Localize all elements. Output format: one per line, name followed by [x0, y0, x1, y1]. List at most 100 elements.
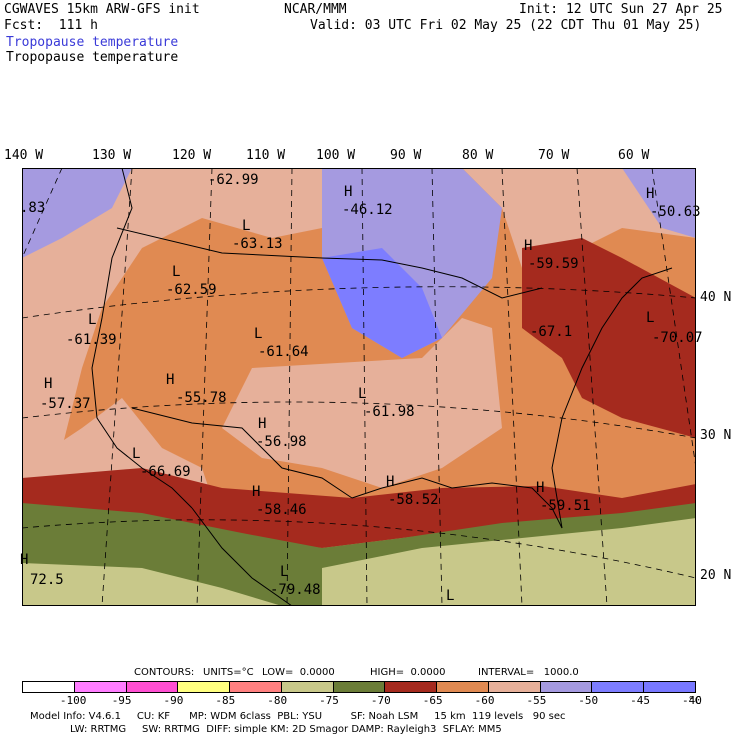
contours-low: LOW= 0.0000 — [262, 667, 335, 678]
map-value: -57.37 — [40, 396, 91, 412]
map-high-marker: H — [258, 416, 267, 432]
field-title-2: Tropopause temperature — [6, 50, 179, 65]
colorbar-tick-label: -70 — [370, 694, 391, 707]
map-low-marker: L — [172, 264, 181, 280]
colorbar-swatch — [644, 682, 695, 692]
region-brown-east — [522, 238, 696, 438]
model-info-line1: Model Info: V4.6.1 CU: KF MP: WDM 6class… — [30, 711, 566, 722]
lon-label: 70 W — [538, 148, 570, 163]
map-value: -61.64 — [258, 344, 309, 360]
map-high-marker: H — [20, 552, 29, 568]
colorbar-tick-label: -45 — [630, 694, 651, 707]
map-value: -50.63 — [650, 204, 701, 220]
map-value: -58.46 — [256, 502, 307, 518]
map-value: -59.51 — [540, 498, 591, 514]
valid-time: Valid: 03 UTC Fri 02 May 25 (22 CDT Thu … — [310, 18, 702, 33]
model-info-line2: LW: RRTMG SW: RRTMG DIFF: simple KM: 2D … — [70, 724, 502, 735]
lon-label: 90 W — [390, 148, 422, 163]
map-high-marker: H — [524, 238, 533, 254]
mexico-coast — [191, 507, 293, 606]
colorbar-swatch — [488, 682, 541, 692]
lat-label: 40 N — [700, 290, 732, 305]
us-mexico-border — [131, 407, 353, 499]
map-value: -61.98 — [364, 404, 415, 420]
colorbar-tick-label: -80 — [267, 694, 288, 707]
region-pink-north — [462, 168, 696, 268]
lon-label: 100 W — [316, 148, 356, 163]
colorbar-swatch — [385, 682, 438, 692]
map-low-marker: L — [446, 588, 455, 604]
map-value: -62.59 — [166, 282, 217, 298]
colorbar-swatch — [592, 682, 645, 692]
colorbar-tick-label: -60 — [474, 694, 495, 707]
colorbar-swatch — [540, 682, 593, 692]
org-title: NCAR/MMM — [284, 2, 347, 17]
map-high-marker: H — [344, 184, 353, 200]
lat-label: 30 N — [700, 428, 732, 443]
lon-label: 130 W — [92, 148, 132, 163]
region-blue-mid — [322, 248, 442, 358]
gulf-coast — [351, 477, 563, 529]
region-sage — [322, 518, 696, 606]
map-low-marker: L — [280, 564, 289, 580]
colorbar-swatch — [23, 682, 75, 692]
colorbar-tick-label: -50 — [578, 694, 599, 707]
map-low-marker: L — [646, 310, 655, 326]
map-value: -46.12 — [342, 202, 393, 218]
colorbar-swatch — [178, 682, 231, 692]
colorbar-swatch — [437, 682, 489, 692]
lon-label: 80 W — [462, 148, 494, 163]
map-value: -67.1 — [530, 324, 573, 340]
map-value: -62.99 — [208, 172, 259, 188]
map-low-marker: L — [254, 326, 263, 342]
colorbar-swatch — [126, 682, 179, 692]
map-low-marker: L — [88, 312, 97, 328]
map-high-marker: H — [646, 186, 655, 202]
map-value: -63.13 — [232, 236, 283, 252]
map-high-marker: H — [166, 372, 175, 388]
contours-units: UNITS=°C — [203, 667, 254, 678]
colorbar-tick-label: -65 — [422, 694, 443, 707]
colorbar-tick-label: -90 — [163, 694, 184, 707]
coastline — [91, 168, 193, 509]
colorbar-swatch — [74, 682, 127, 692]
map-value: -61.39 — [66, 332, 117, 348]
colorbar — [22, 681, 696, 693]
lon-label: 120 W — [172, 148, 212, 163]
region-brown-south — [22, 468, 696, 548]
map-value: -70.07 — [652, 330, 703, 346]
contours-interval: INTERVAL= 1000.0 — [478, 667, 579, 678]
east-coast — [551, 267, 673, 529]
colorbar-tick-label: -100 — [59, 694, 87, 707]
colorbar-tick-label: °C — [688, 694, 702, 707]
forecast-hour: Fcst: 111 h — [4, 18, 98, 33]
map-value: -66.69 — [140, 464, 191, 480]
contours-label: CONTOURS: — [134, 667, 195, 678]
colorbar-tick-label: -40 — [682, 694, 702, 707]
graticule — [22, 168, 696, 606]
region-lavender-northeast — [622, 168, 696, 238]
map-value: 72.5 — [30, 572, 64, 588]
init-time: Init: 12 UTC Sun 27 Apr 25 — [519, 2, 723, 17]
tropopause-map — [22, 168, 696, 606]
map-high-marker: H — [252, 484, 261, 500]
contours-high: HIGH= 0.0000 — [370, 667, 446, 678]
colorbar-swatch — [281, 682, 334, 692]
map-value: .83 — [20, 200, 46, 216]
colorbar-swatch — [333, 682, 386, 692]
map-low-marker: L — [358, 386, 367, 402]
us-canada-border — [116, 227, 543, 299]
map-value: -79.48 — [270, 582, 321, 598]
map-high-marker: H — [386, 474, 395, 490]
colorbar-tick-label: -85 — [215, 694, 236, 707]
field-title-1: Tropopause temperature — [6, 35, 179, 50]
lon-label: 60 W — [618, 148, 650, 163]
colorbar-tick-label: -55 — [526, 694, 547, 707]
map-value: -58.52 — [388, 492, 439, 508]
region-pink-central — [222, 318, 502, 488]
map-high-marker: H — [536, 480, 545, 496]
region-lavender-northwest — [22, 168, 132, 258]
colorbar-tick-label: -75 — [319, 694, 339, 707]
region-pink-west — [22, 168, 322, 468]
map-value: -55.78 — [176, 390, 227, 406]
